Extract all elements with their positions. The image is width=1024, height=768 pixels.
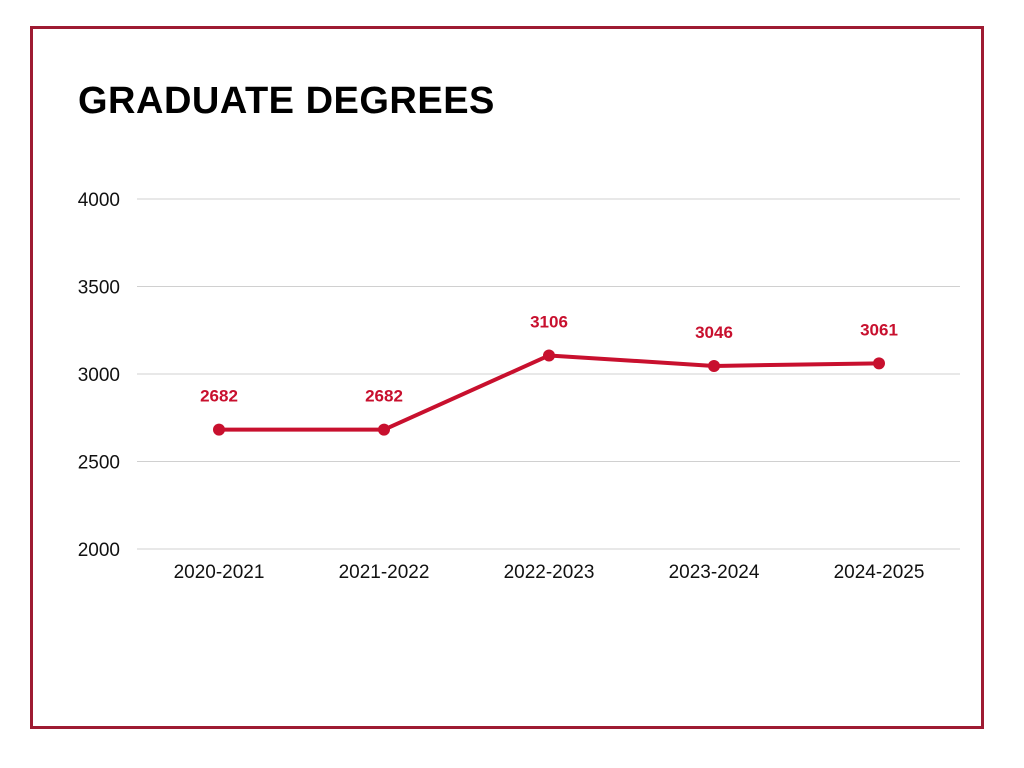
data-points <box>213 349 885 436</box>
data-label: 2682 <box>200 387 238 406</box>
x-tick-label: 2022-2023 <box>504 562 595 583</box>
y-tick-label: 3000 <box>78 365 120 386</box>
x-tick-label: 2021-2022 <box>339 562 430 583</box>
series-line-group <box>219 353 880 432</box>
data-point <box>213 423 225 436</box>
x-axis-ticks: 2020-2021 2021-2022 2022-2023 2023-2024 2024… <box>174 562 925 583</box>
data-labels: 2682 2682 3106 3046 3061 <box>200 312 898 405</box>
chart-title: GRADUATE DEGREES <box>78 80 495 122</box>
y-tick-label: 2500 <box>78 453 120 474</box>
series-line <box>219 353 880 432</box>
x-tick-label: 2020-2021 <box>174 562 265 583</box>
data-label: 3106 <box>530 312 568 331</box>
data-label: 2682 <box>365 387 403 406</box>
y-tick-label: 4000 <box>78 190 120 211</box>
x-tick-label: 2024-2025 <box>834 562 925 583</box>
gridlines <box>137 198 960 550</box>
chart-frame <box>30 26 984 729</box>
data-point <box>873 357 885 370</box>
data-label: 3061 <box>860 320 898 339</box>
data-point <box>708 359 720 372</box>
y-tick-label: 3500 <box>78 278 120 299</box>
data-point <box>543 349 555 362</box>
x-tick-label: 2023-2024 <box>669 562 760 583</box>
data-point <box>378 423 390 436</box>
y-axis-ticks: 2000 2500 3000 3500 4000 <box>78 190 120 561</box>
data-label: 3046 <box>695 323 733 342</box>
y-tick-label: 2000 <box>78 540 120 561</box>
